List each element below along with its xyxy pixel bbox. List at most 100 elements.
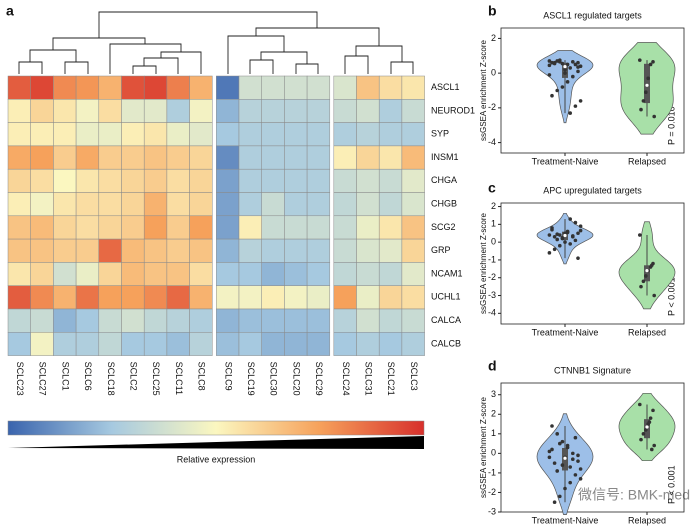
heatmap-cell [98, 122, 122, 147]
heatmap-cell [238, 75, 262, 100]
heatmap-cell [98, 285, 122, 310]
point [550, 424, 554, 428]
heatmap-cell [333, 308, 357, 333]
point [565, 443, 570, 448]
heatmap-cell [166, 332, 190, 356]
heatmap-cell [189, 75, 213, 100]
heatmap-cell [238, 99, 262, 123]
heatmap-cell [356, 238, 380, 263]
heatmap-cell [7, 75, 31, 100]
point [555, 469, 559, 473]
plot-frame [500, 202, 685, 325]
heatmap-cell [30, 262, 54, 286]
y-tick-label: -4 [488, 308, 496, 318]
heatmap-cell [284, 122, 308, 147]
heatmap-cell [189, 332, 213, 356]
column-label: SCLC6 [83, 362, 93, 391]
heatmap-cell [75, 192, 100, 217]
heatmap-cell [53, 285, 77, 310]
heatmap-cell [306, 215, 331, 240]
point [547, 233, 552, 237]
heatmap-cell [284, 308, 308, 333]
y-axis-label: ssGSEA enrichment Z-score [479, 212, 488, 313]
point [552, 500, 557, 505]
median [563, 233, 567, 238]
column-label: SCLC3 [409, 362, 419, 391]
heatmap-cell [53, 192, 77, 217]
heatmap-cell [238, 262, 262, 286]
heatmap-cell [378, 238, 403, 263]
point [576, 256, 580, 260]
point [552, 461, 557, 465]
column-label: SCLC18 [106, 362, 116, 396]
heatmap-cell [98, 192, 122, 217]
point [573, 238, 578, 243]
point [573, 435, 578, 440]
point [547, 455, 552, 460]
point [547, 251, 552, 255]
point [578, 99, 583, 103]
point [571, 451, 575, 456]
point [547, 73, 552, 77]
heatmap-cell [53, 308, 77, 333]
heatmap-cell [75, 308, 100, 333]
point [563, 71, 567, 75]
point [547, 449, 552, 454]
heatmap-cell [7, 308, 31, 333]
point [641, 99, 646, 103]
heatmap-cell [143, 192, 168, 217]
heatmap-cell [306, 122, 331, 147]
panel-letter: c [488, 180, 496, 196]
point [568, 217, 572, 221]
point [560, 85, 565, 89]
point [571, 234, 575, 238]
heatmap-cell [30, 332, 54, 356]
point [565, 80, 570, 84]
point [573, 104, 578, 108]
point [652, 114, 656, 119]
heatmap-cell [189, 192, 213, 217]
y-axis-label: ssGSEA enrichment Z-score [479, 39, 488, 140]
heatmap-cell [98, 99, 122, 123]
heatmap-cell [30, 238, 54, 263]
y-tick-label: 1 [491, 219, 496, 229]
y-tick-label: -2 [488, 102, 496, 112]
heatmap-cell [143, 238, 168, 263]
heatmap-cell [143, 122, 168, 147]
plot-frame [500, 27, 685, 154]
heatmap-cell [189, 308, 213, 333]
heatmap-cell [216, 285, 240, 310]
point [555, 432, 559, 436]
heatmap-cell [356, 262, 380, 286]
point [578, 467, 583, 471]
heatmap-cell [166, 238, 190, 263]
y-tick-label: 2 [491, 201, 496, 211]
heatmap-cell [261, 192, 285, 217]
point [568, 111, 572, 115]
heatmap-cell [143, 168, 168, 193]
point [639, 107, 643, 112]
heatmap-cell [30, 285, 54, 310]
heatmap-cell [166, 145, 190, 170]
column-label: SCLC20 [291, 362, 301, 396]
heatmap-cell [356, 145, 380, 170]
heatmap-cell [356, 285, 380, 310]
heatmap-cell [189, 215, 213, 240]
x-tick-label: Relapsed [628, 156, 666, 166]
heatmap-cell [216, 99, 240, 123]
heatmap-cell [284, 75, 308, 100]
heatmap-cell [261, 145, 285, 170]
heatmap-cell [356, 332, 380, 356]
heatmap-cell [378, 262, 403, 286]
point [573, 473, 578, 477]
row-label: UCHL1 [431, 292, 461, 302]
colorbar-wedge [8, 436, 424, 449]
heatmap-cell [53, 215, 77, 240]
point [563, 231, 567, 236]
point [547, 59, 552, 63]
heatmap-cell [284, 238, 308, 263]
heatmap-cell [333, 262, 357, 286]
panel-letter: b [488, 3, 497, 19]
heatmap-cell [284, 192, 308, 217]
heatmap-cell [121, 192, 145, 217]
